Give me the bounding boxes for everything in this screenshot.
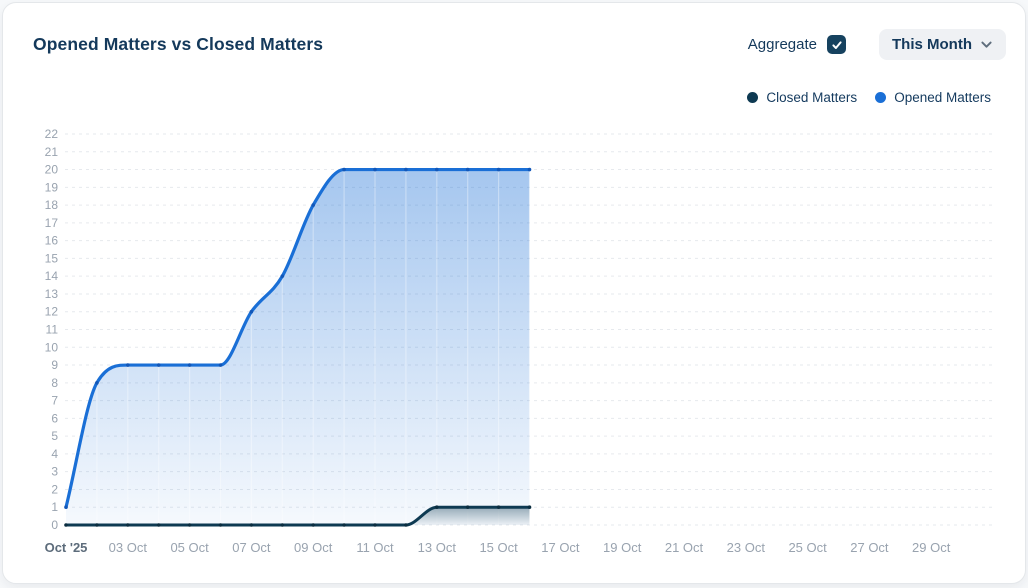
opened-matters-points — [64, 167, 532, 510]
svg-text:Oct '25: Oct '25 — [45, 540, 88, 555]
svg-text:0: 0 — [51, 518, 58, 532]
x-axis-labels: Oct '25 03 Oct 05 Oct 07 Oct 09 Oct 11 Oct 13 … — [45, 540, 951, 555]
svg-text:12: 12 — [45, 305, 59, 319]
svg-text:5: 5 — [51, 429, 58, 443]
svg-text:25 Oct: 25 Oct — [788, 540, 827, 555]
svg-text:17: 17 — [45, 216, 59, 230]
closed-matters-line — [64, 505, 531, 527]
legend-label-opened: Opened Matters — [894, 90, 991, 105]
svg-text:13 Oct: 13 Oct — [418, 540, 457, 555]
svg-text:20: 20 — [45, 163, 59, 177]
svg-text:23 Oct: 23 Oct — [727, 540, 766, 555]
svg-text:6: 6 — [51, 411, 58, 425]
period-dropdown-label: This Month — [892, 36, 972, 53]
closed-matters-area — [66, 507, 530, 525]
svg-text:21 Oct: 21 Oct — [665, 540, 704, 555]
svg-text:05 Oct: 05 Oct — [170, 540, 209, 555]
svg-text:2: 2 — [51, 482, 58, 496]
aggregate-control: Aggregate — [747, 35, 847, 54]
svg-text:8: 8 — [51, 376, 58, 390]
chart-legend: Closed Matters Opened Matters — [747, 90, 991, 105]
svg-text:19 Oct: 19 Oct — [603, 540, 642, 555]
chevron-down-icon — [981, 41, 992, 48]
svg-text:13: 13 — [45, 287, 59, 301]
svg-text:09 Oct: 09 Oct — [294, 540, 333, 555]
chart-title: Opened Matters vs Closed Matters — [33, 34, 324, 54]
svg-text:15 Oct: 15 Oct — [479, 540, 518, 555]
svg-text:10: 10 — [45, 340, 59, 354]
card-header: Opened Matters vs Closed Matters Aggrega… — [33, 29, 1006, 60]
svg-text:11 Oct: 11 Oct — [356, 540, 394, 555]
svg-text:16: 16 — [45, 234, 59, 248]
opened-matters-line — [64, 167, 532, 509]
svg-text:7: 7 — [51, 394, 58, 408]
opened-matters-swatch-icon — [875, 92, 887, 103]
svg-text:27 Oct: 27 Oct — [850, 540, 889, 555]
check-icon — [831, 40, 842, 49]
svg-text:11: 11 — [46, 323, 59, 337]
svg-text:17 Oct: 17 Oct — [541, 540, 580, 555]
svg-text:3: 3 — [51, 465, 58, 479]
svg-text:22: 22 — [45, 127, 59, 141]
header-controls: Aggregate This Month — [748, 29, 1006, 60]
svg-text:21: 21 — [45, 145, 59, 159]
svg-text:07 Oct: 07 Oct — [232, 540, 271, 555]
svg-text:19: 19 — [45, 180, 59, 194]
svg-text:29 Oct: 29 Oct — [912, 540, 951, 555]
line-chart: 012345678910111213141516171819202122Oct … — [45, 127, 993, 555]
legend-item-opened-matters[interactable]: Opened Matters — [875, 90, 991, 105]
aggregate-label: Aggregate — [747, 36, 818, 53]
svg-text:15: 15 — [45, 251, 59, 265]
svg-text:4: 4 — [51, 447, 58, 461]
closed-matters-swatch-icon — [747, 92, 759, 103]
closed-matters-points — [64, 505, 532, 527]
legend-label-closed: Closed Matters — [766, 90, 858, 105]
svg-text:14: 14 — [45, 269, 59, 283]
svg-text:18: 18 — [45, 198, 59, 212]
opened-matters-area — [66, 169, 530, 526]
svg-text:03 Oct: 03 Oct — [109, 540, 148, 555]
svg-text:1: 1 — [51, 500, 58, 514]
aggregate-checkbox[interactable] — [827, 35, 847, 54]
svg-text:9: 9 — [51, 358, 58, 372]
legend-item-closed-matters[interactable]: Closed Matters — [747, 90, 857, 105]
period-dropdown[interactable]: This Month — [879, 29, 1006, 60]
